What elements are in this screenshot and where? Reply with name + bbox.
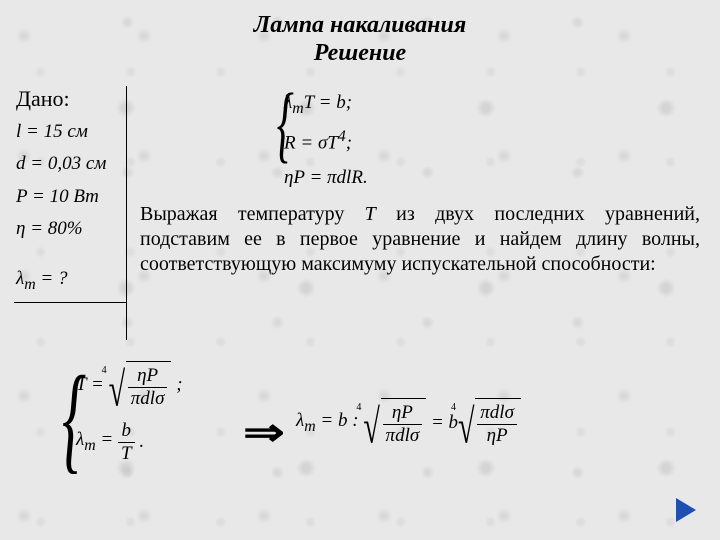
given-d: d = 0,03 см (16, 148, 106, 180)
brace-icon-2: { (62, 358, 86, 478)
brace-icon: { (277, 80, 294, 166)
given-block: l = 15 см d = 0,03 см P = 10 Вт η = 80% … (16, 116, 106, 299)
sys1-eq2: R = σT4; (284, 123, 368, 161)
frac-num: ηP (128, 365, 168, 387)
given-find: λm = ? (16, 263, 106, 299)
fourth-root-1: 4 √ ηP πdlσ (109, 361, 172, 410)
fourth-root-B: 4 √ πdlσ ηP (458, 398, 521, 447)
given-eta: η = 80% (16, 213, 106, 245)
result-equation: λm = b : 4 √ ηP πdlσ = b 4 √ πdlσ ηP (296, 398, 521, 447)
sys1-eq1: λmT = b; (284, 86, 368, 123)
frac-den: πdlσ (128, 387, 168, 410)
fourth-root-A: 4 √ ηP πdlσ (363, 398, 426, 447)
sys1-eq3: ηP = πdlR. (284, 161, 368, 195)
next-slide-button[interactable] (676, 498, 696, 522)
vertical-divider (126, 86, 127, 340)
dano-label: Дано: (16, 86, 70, 112)
given-l: l = 15 см (16, 116, 106, 148)
slide-title-2: Решение (314, 40, 406, 66)
slide-title-1: Лампа накаливания (254, 12, 466, 38)
system-1: { λmT = b; R = σT4; ηP = πdlR. (284, 86, 368, 195)
explanation-paragraph: Выражая температуру T из двух последних … (140, 202, 700, 277)
given-p: P = 10 Вт (16, 181, 106, 213)
frac-b-over-T: b T (118, 420, 135, 465)
sys2-period: . (135, 431, 145, 453)
system-2: { T = 4 √ ηP πdlσ ; λm = b T . (76, 356, 183, 470)
arrow-icon: ⇒ (243, 410, 284, 455)
horizontal-divider (14, 302, 126, 303)
sys2-semicolon: ; (171, 374, 182, 396)
